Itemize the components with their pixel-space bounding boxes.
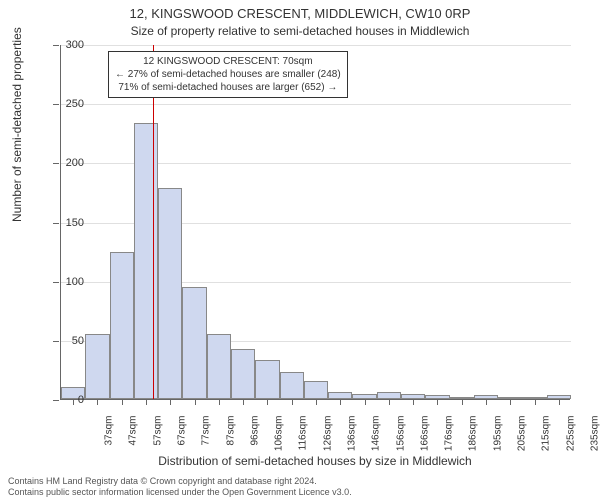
x-tick — [340, 399, 341, 405]
x-tick — [559, 399, 560, 405]
x-tick-label: 176sqm — [444, 416, 455, 456]
x-tick-label: 87sqm — [225, 416, 236, 456]
x-tick — [243, 399, 244, 405]
x-tick-label: 106sqm — [274, 416, 285, 456]
x-tick-label: 225sqm — [565, 416, 576, 456]
x-tick-label: 235sqm — [589, 416, 600, 456]
histogram-bar — [207, 334, 231, 399]
y-axis-label: Number of semi-detached properties — [10, 27, 24, 222]
y-tick-label: 250 — [66, 98, 84, 110]
y-tick — [53, 223, 59, 224]
x-tick-label: 37sqm — [104, 416, 115, 456]
histogram-bar — [377, 392, 401, 399]
histogram-bar — [255, 360, 279, 399]
footer-line2: Contains public sector information licen… — [8, 487, 352, 498]
histogram-bar — [182, 287, 206, 399]
x-tick-label: 146sqm — [371, 416, 382, 456]
x-tick-label: 47sqm — [128, 416, 139, 456]
x-tick — [195, 399, 196, 405]
chart-container: 12 KINGSWOOD CRESCENT: 70sqm ← 27% of se… — [60, 45, 570, 400]
x-tick — [73, 399, 74, 405]
x-tick — [267, 399, 268, 405]
x-tick-label: 67sqm — [177, 416, 188, 456]
x-tick — [510, 399, 511, 405]
x-tick — [122, 399, 123, 405]
x-tick-label: 77sqm — [201, 416, 212, 456]
x-tick-label: 57sqm — [152, 416, 163, 456]
histogram-bar — [328, 392, 352, 399]
histogram-bar — [85, 334, 109, 399]
x-tick-label: 195sqm — [492, 416, 503, 456]
x-tick — [413, 399, 414, 405]
chart-title-main: 12, KINGSWOOD CRESCENT, MIDDLEWICH, CW10… — [0, 6, 600, 21]
x-tick-label: 96sqm — [249, 416, 260, 456]
annotation-box: 12 KINGSWOOD CRESCENT: 70sqm ← 27% of se… — [108, 51, 348, 98]
annotation-line1: 12 KINGSWOOD CRESCENT: 70sqm — [115, 55, 341, 68]
y-tick-label: 0 — [78, 394, 84, 406]
footer-line1: Contains HM Land Registry data © Crown c… — [8, 476, 352, 487]
y-tick-label: 50 — [72, 335, 84, 347]
x-tick — [486, 399, 487, 405]
x-tick — [316, 399, 317, 405]
x-tick-label: 186sqm — [468, 416, 479, 456]
chart-title-sub: Size of property relative to semi-detach… — [0, 24, 600, 38]
x-tick-label: 215sqm — [541, 416, 552, 456]
x-tick-label: 116sqm — [298, 416, 309, 456]
x-tick-label: 205sqm — [517, 416, 528, 456]
y-tick — [53, 400, 59, 401]
x-tick — [146, 399, 147, 405]
x-tick — [389, 399, 390, 405]
plot-area — [60, 45, 570, 400]
histogram-bar — [110, 252, 134, 399]
y-tick-label: 150 — [66, 217, 84, 229]
x-axis-label: Distribution of semi-detached houses by … — [60, 454, 570, 468]
y-tick-label: 100 — [66, 276, 84, 288]
y-tick — [53, 282, 59, 283]
footer: Contains HM Land Registry data © Crown c… — [8, 476, 352, 498]
x-tick — [535, 399, 536, 405]
x-tick — [97, 399, 98, 405]
histogram-bar — [134, 123, 158, 399]
histogram-bar — [158, 188, 182, 399]
y-tick-label: 300 — [66, 39, 84, 51]
annotation-line2: ← 27% of semi-detached houses are smalle… — [115, 68, 341, 81]
x-tick-label: 156sqm — [395, 416, 406, 456]
gridline — [61, 104, 571, 105]
x-tick-label: 166sqm — [419, 416, 430, 456]
x-tick-label: 126sqm — [322, 416, 333, 456]
marker-line — [153, 45, 154, 399]
y-tick — [53, 45, 59, 46]
histogram-bar — [304, 381, 328, 399]
y-tick — [53, 104, 59, 105]
histogram-bar — [280, 372, 304, 399]
x-tick — [219, 399, 220, 405]
x-tick-label: 136sqm — [347, 416, 358, 456]
x-tick — [365, 399, 366, 405]
y-tick — [53, 341, 59, 342]
gridline — [61, 45, 571, 46]
y-tick — [53, 163, 59, 164]
y-tick-label: 200 — [66, 157, 84, 169]
x-tick — [437, 399, 438, 405]
x-tick — [462, 399, 463, 405]
x-tick — [170, 399, 171, 405]
x-tick — [292, 399, 293, 405]
histogram-bar — [231, 349, 255, 399]
annotation-line3: 71% of semi-detached houses are larger (… — [115, 81, 341, 94]
